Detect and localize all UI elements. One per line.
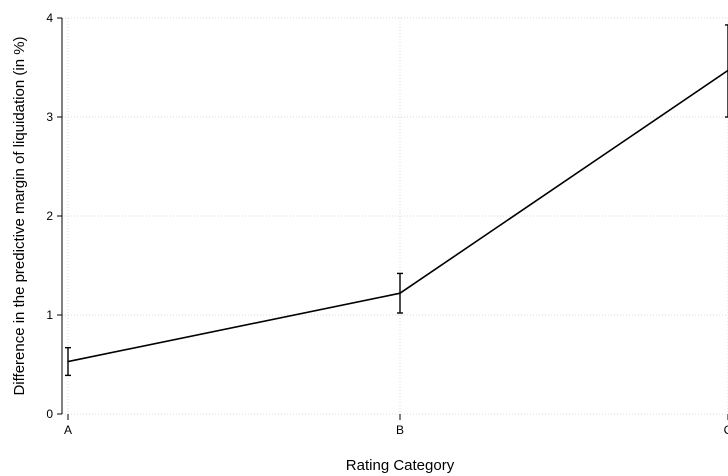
series-group xyxy=(67,69,728,363)
y-tick-label: 1 xyxy=(46,308,53,322)
y-tick-label: 3 xyxy=(46,110,53,124)
x-tick-label: A xyxy=(64,423,72,437)
error-bars xyxy=(65,24,728,377)
data-point xyxy=(399,292,401,295)
data-point xyxy=(67,360,69,363)
y-tick-label: 0 xyxy=(46,407,53,421)
y-tick-label: 4 xyxy=(46,11,53,25)
x-ticks: A B C xyxy=(64,414,728,437)
x-axis-label: Rating Category xyxy=(346,457,455,474)
y-axis-label: Difference in the predictive margin of l… xyxy=(11,36,28,395)
x-tick-label: B xyxy=(396,423,404,437)
y-tick-label: 2 xyxy=(46,209,53,223)
y-ticks: 0 1 2 3 4 xyxy=(46,11,62,421)
x-tick-label: C xyxy=(724,423,728,437)
gridlines xyxy=(62,17,728,415)
